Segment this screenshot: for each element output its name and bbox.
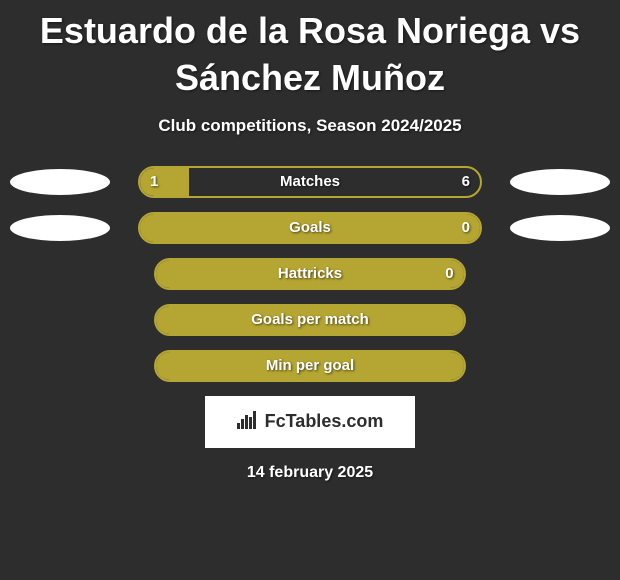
stat-label: Hattricks	[156, 265, 463, 282]
stat-right-value: 6	[462, 173, 470, 190]
stat-row: Min per goal	[8, 350, 612, 382]
player-left-marker	[10, 215, 110, 241]
stat-label: Goals	[140, 219, 480, 236]
stat-label: Min per goal	[156, 357, 463, 374]
stat-bar: Goals per match	[154, 304, 465, 336]
stat-right-value: 0	[462, 219, 470, 236]
stat-row: Goals0	[8, 212, 612, 244]
stat-bar: 1Matches6	[138, 166, 482, 198]
brand-text: FcTables.com	[265, 411, 384, 432]
player-left-marker	[10, 169, 110, 195]
stat-bar: Hattricks0	[154, 258, 465, 290]
date-text: 14 february 2025	[0, 464, 620, 482]
player-right-marker	[510, 169, 610, 195]
stat-right-value: 0	[445, 265, 453, 282]
brand-box: FcTables.com	[205, 396, 415, 448]
subtitle: Club competitions, Season 2024/2025	[0, 116, 620, 136]
player-right-marker	[510, 215, 610, 241]
stats-container: 1Matches6Goals0Hattricks0Goals per match…	[0, 166, 620, 382]
stat-row: 1Matches6	[8, 166, 612, 198]
stat-bar: Goals0	[138, 212, 482, 244]
stat-bar: Min per goal	[154, 350, 465, 382]
stat-row: Goals per match	[8, 304, 612, 336]
page-title: Estuardo de la Rosa Noriega vs Sánchez M…	[0, 0, 620, 102]
stat-label: Matches	[140, 173, 480, 190]
stat-label: Goals per match	[156, 311, 463, 328]
stat-row: Hattricks0	[8, 258, 612, 290]
bar-chart-icon	[237, 409, 259, 434]
